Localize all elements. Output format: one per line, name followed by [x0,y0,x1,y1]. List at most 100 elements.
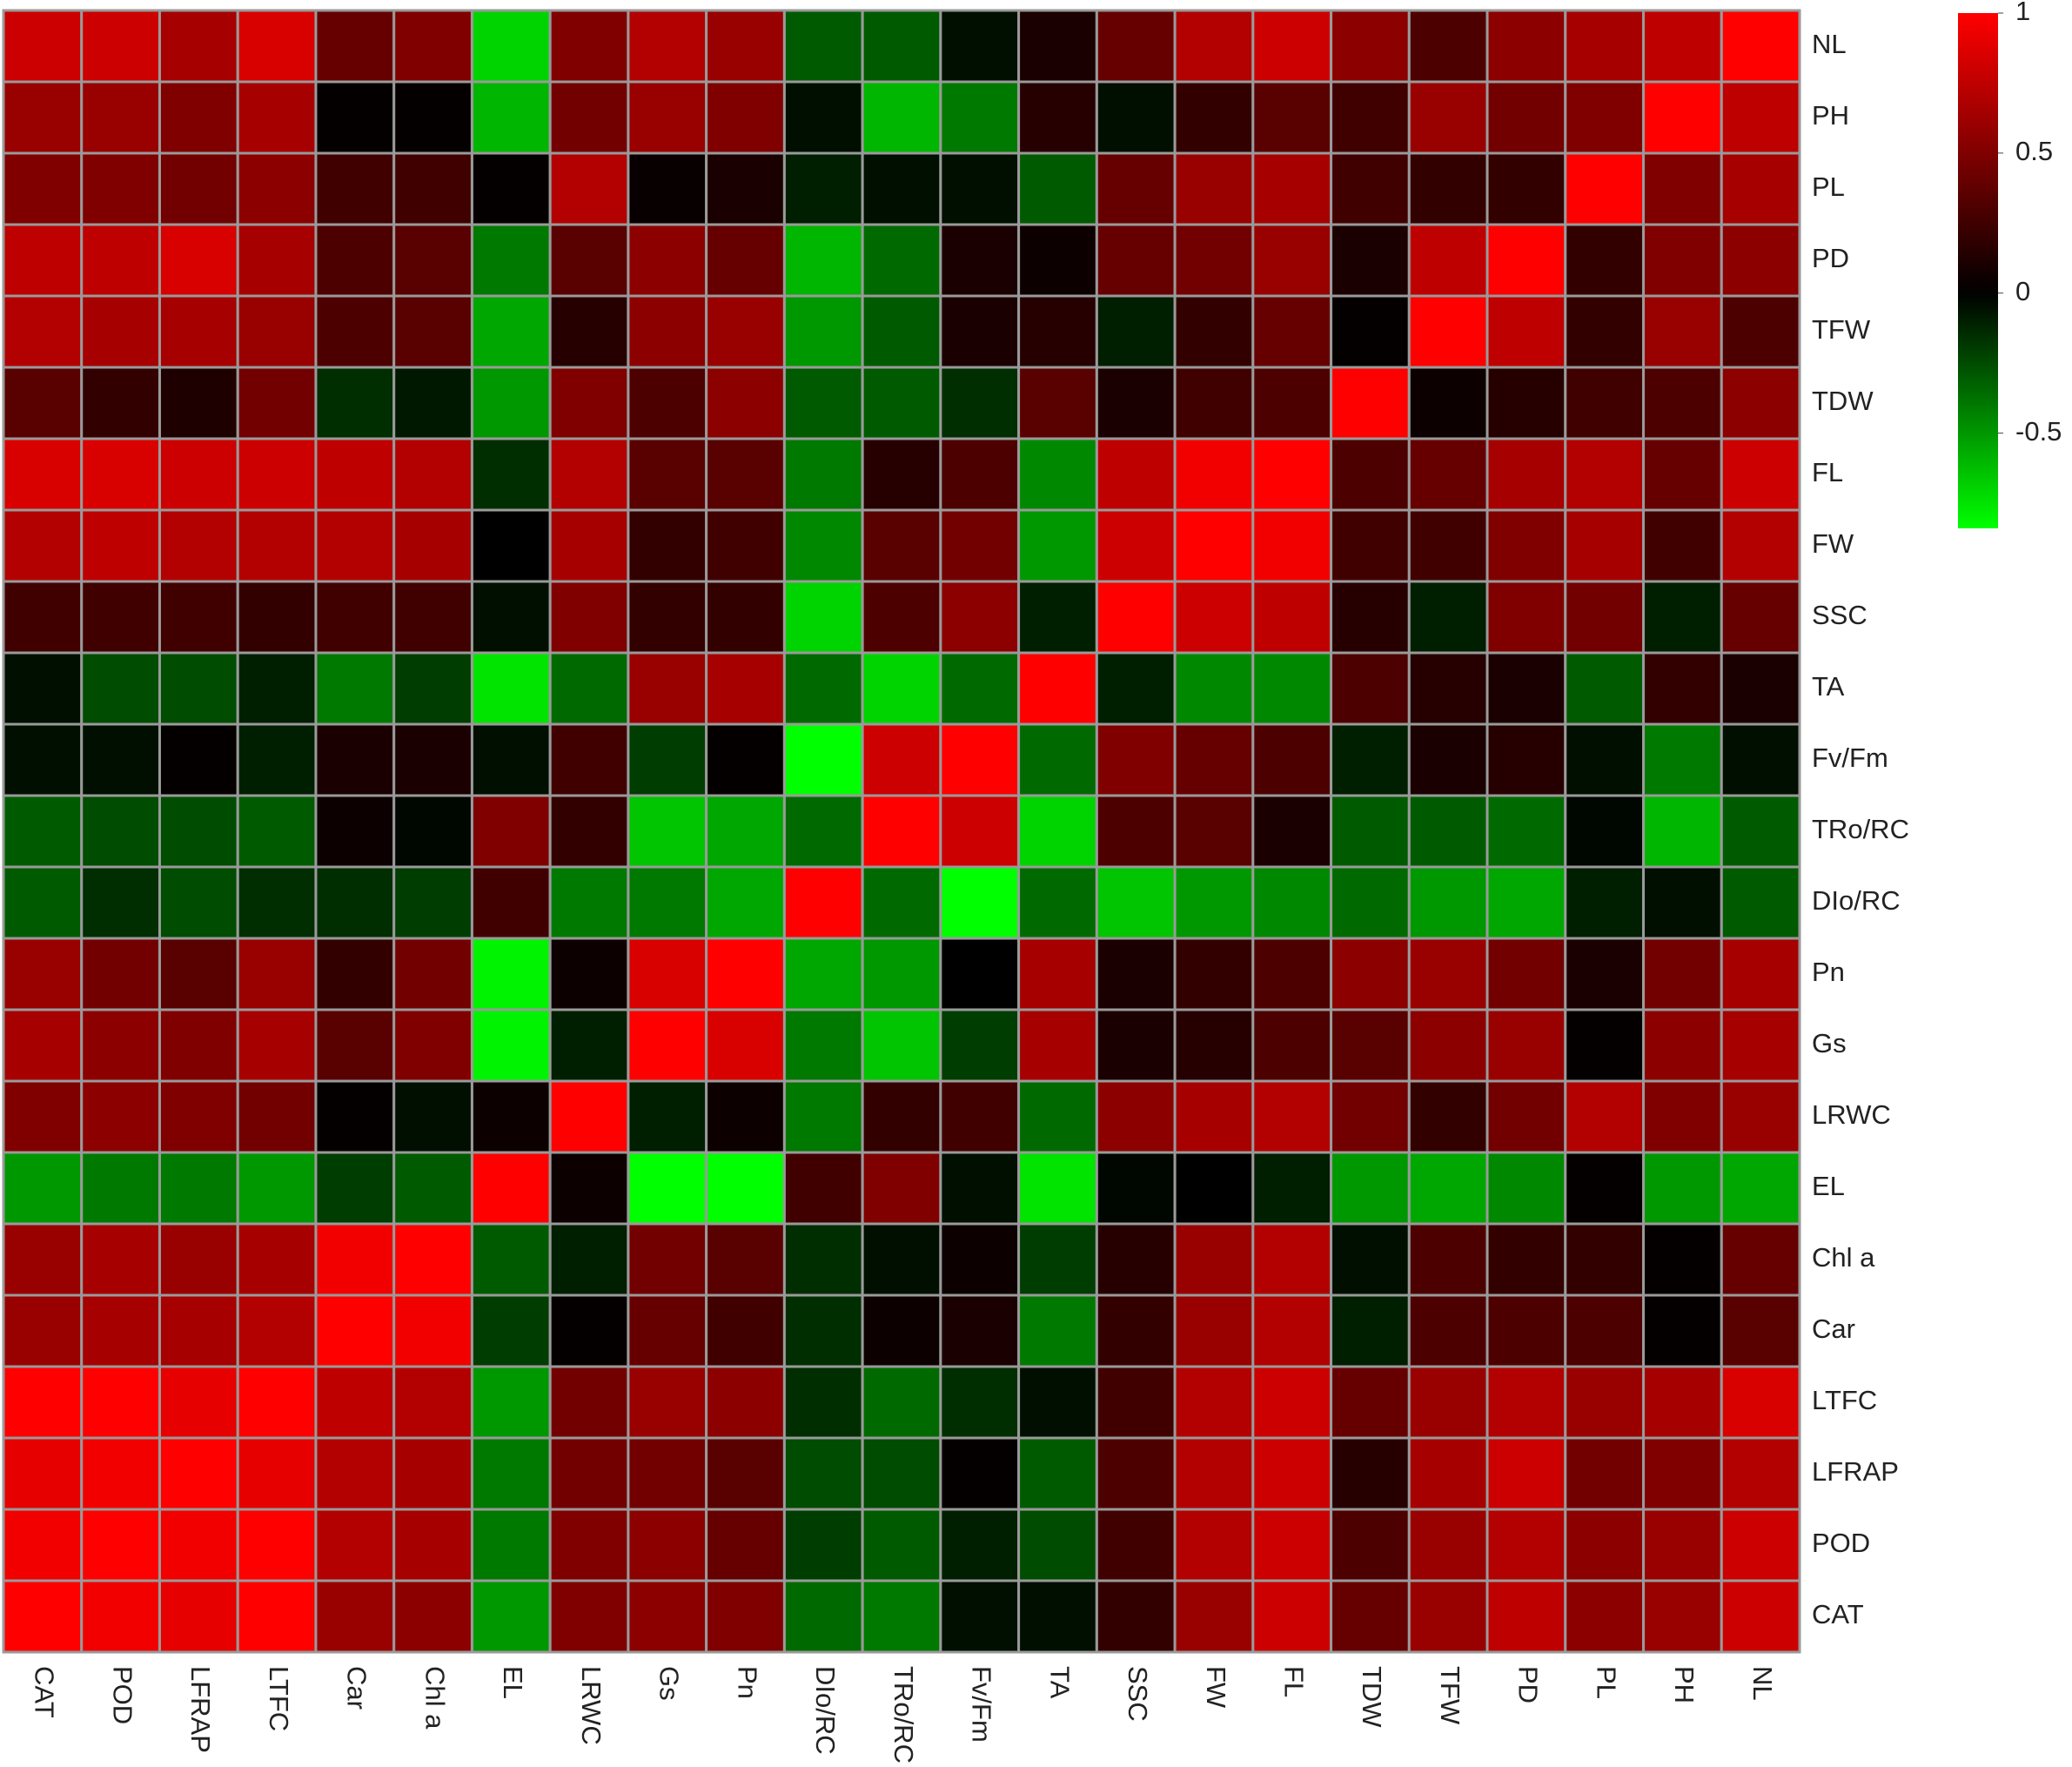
heatmap-cell [548,1293,630,1368]
heatmap-cell [314,1222,396,1297]
heatmap-cell [314,865,396,940]
heatmap-cell [1642,1579,1723,1654]
heatmap-cell [1017,1508,1098,1582]
heatmap-cell [236,865,318,940]
heatmap-cell [314,722,396,797]
heatmap-cell [158,580,239,655]
heatmap-cell [861,937,942,1011]
heatmap-cell [627,1151,708,1226]
heatmap-cell [1173,651,1255,726]
heatmap-cell [1017,9,1098,84]
row-label: Pn [1812,957,1845,987]
heatmap-cell [2,794,84,869]
heatmap-cell [1173,1579,1255,1654]
column-label: Car [342,1666,372,1710]
heatmap-cell [548,366,630,440]
heatmap-cell [627,865,708,940]
colorbar-tick-label: 1 [2015,0,2030,26]
column-label: FL [1279,1666,1310,1697]
heatmap-cell [470,580,552,655]
heatmap-cell [861,1508,942,1582]
heatmap-cell [470,1151,552,1226]
heatmap-cell [861,722,942,797]
heatmap-cell [1720,1365,1801,1440]
heatmap-cell [158,1436,239,1511]
heatmap-cell [1720,437,1801,512]
heatmap-cell [392,80,473,155]
column-label: TFW [1435,1666,1465,1725]
heatmap-cell [1485,1151,1567,1226]
heatmap-cell [705,366,786,440]
heatmap-cell [1564,223,1646,298]
heatmap-cell [314,1008,396,1083]
heatmap-cell [2,722,84,797]
heatmap-cell [1720,366,1801,440]
heatmap-cell [1720,651,1801,726]
heatmap-cell [861,151,942,226]
heatmap-cell [392,1008,473,1083]
heatmap-cell [1095,1079,1177,1154]
heatmap-cell [1173,722,1255,797]
heatmap-cell [782,437,864,512]
heatmap-cell [80,1151,161,1226]
heatmap-cell [80,1222,161,1297]
heatmap-cell [939,651,1021,726]
heatmap-cell [392,1151,473,1226]
heatmap-cell [861,1079,942,1154]
heatmap-cell [1564,1293,1646,1368]
heatmap-cell [80,437,161,512]
heatmap-cell [1642,722,1723,797]
heatmap-cell [1173,151,1255,226]
heatmap-cell [1095,1008,1177,1083]
heatmap-cell [1173,1079,1255,1154]
heatmap-cell [1407,1365,1489,1440]
row-label: LTFC [1812,1385,1877,1415]
heatmap-cell [1017,1293,1098,1368]
row-label: POD [1812,1528,1870,1558]
heatmap-cell [1720,1508,1801,1582]
heatmap-cell [782,9,864,84]
heatmap-cell [627,80,708,155]
heatmap-cell [548,9,630,84]
heatmap-cell [1251,1293,1333,1368]
heatmap-cell [236,651,318,726]
heatmap-cell [470,1579,552,1654]
heatmap-cell [1564,865,1646,940]
heatmap-cell [158,937,239,1011]
heatmap-cell [939,1508,1021,1582]
heatmap-cell [80,937,161,1011]
heatmap-cell [470,1436,552,1511]
heatmap-cell [1485,1008,1567,1083]
heatmap-cell [1095,437,1177,512]
heatmap-cell [2,366,84,440]
heatmap-cell [705,865,786,940]
heatmap-cell [392,1365,473,1440]
heatmap-cell [705,794,786,869]
heatmap-cell [1330,1293,1411,1368]
heatmap-cell [1720,223,1801,298]
heatmap-cell [1095,1365,1177,1440]
heatmap-cell [392,1079,473,1154]
heatmap-cell [939,1008,1021,1083]
heatmap-cell [1095,223,1177,298]
colorbar [1958,13,1998,528]
heatmap-cell [80,794,161,869]
heatmap-cell [1407,1222,1489,1297]
heatmap-cell [470,794,552,869]
heatmap-cell [1564,1436,1646,1511]
heatmap-cell [1564,1508,1646,1582]
heatmap-cell [1330,651,1411,726]
heatmap-cell [1485,9,1567,84]
heatmap-cell [705,294,786,369]
heatmap-cell [627,1079,708,1154]
heatmap-cell [1407,1579,1489,1654]
heatmap-cell [861,1436,942,1511]
row-label: PL [1812,171,1845,202]
heatmap-cell [158,1151,239,1226]
heatmap-cell [1642,651,1723,726]
heatmap-cell [1251,722,1333,797]
heatmap-cell [548,794,630,869]
heatmap-cell [705,1008,786,1083]
heatmap-cell [861,437,942,512]
heatmap-cell [782,1151,864,1226]
